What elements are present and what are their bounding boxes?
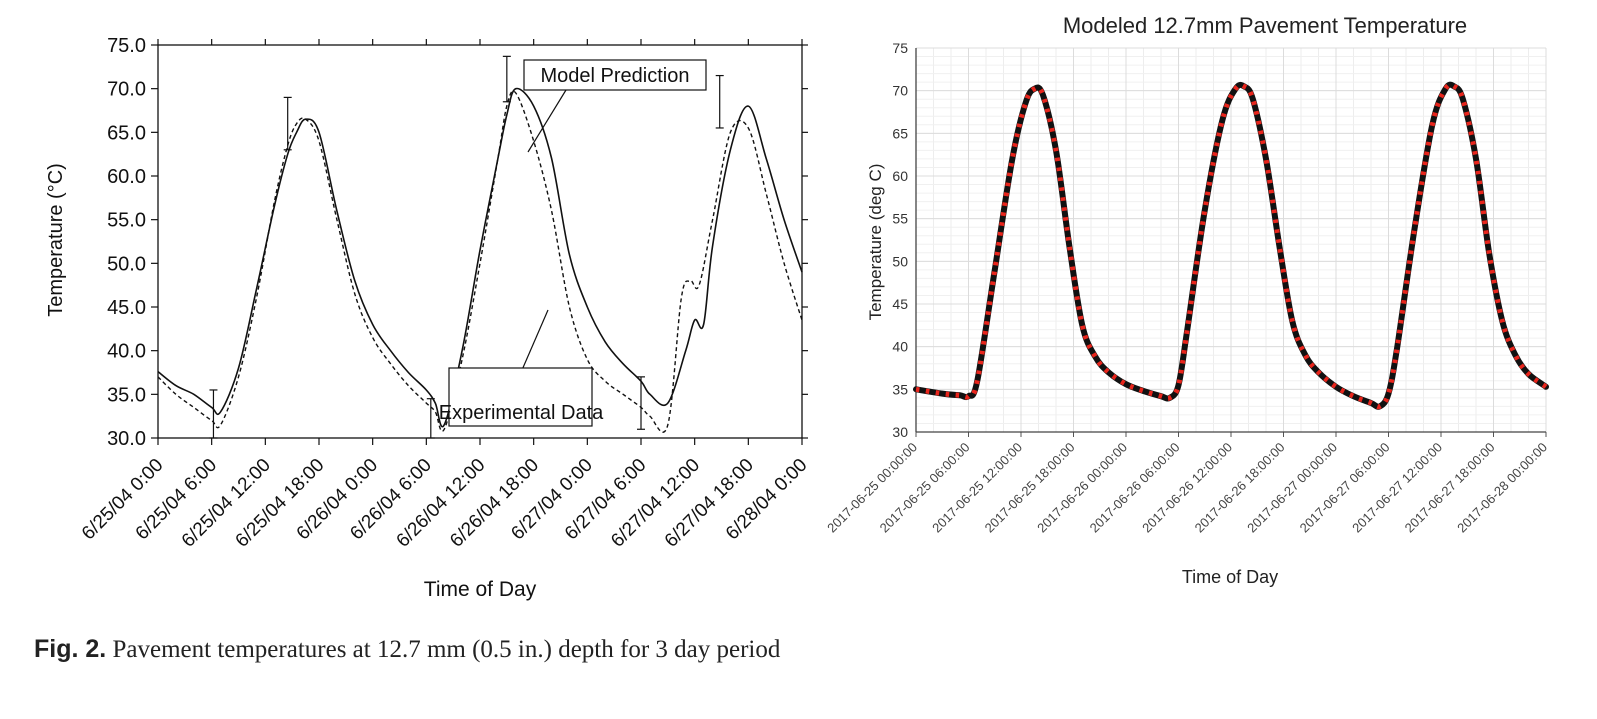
right-y-tick-label: 40	[892, 339, 908, 355]
left-axes: 30.0 35.0 40.0 45.0 50.0 55.0 60.0 65.0 70.0 75.0…	[78, 35, 812, 552]
right-y-tick-label: 45	[892, 296, 908, 312]
model-prediction-line	[157, 87, 803, 428]
right-x-tick-label: 2017-06-25 00:00:00	[824, 440, 920, 536]
right-y-tick-label: 50	[892, 253, 908, 269]
right-y-tick-label: 60	[892, 168, 908, 184]
right-x-tick-label: 2017-06-28 00:00:00	[1454, 440, 1550, 536]
right-y-tick-label: 70	[892, 83, 908, 99]
left-series	[157, 87, 803, 433]
left-y-tick-label: 55.0	[107, 210, 146, 232]
right-y-tick-label: 65	[892, 125, 908, 141]
experimental-data-box	[448, 367, 593, 427]
left-error-bars	[209, 55, 724, 439]
right-y-tick-label: 75	[892, 40, 908, 56]
right-x-tick-label: 2017-06-26 18:00:00	[1192, 440, 1288, 536]
right-x-tick-label: 2017-06-26 00:00:00	[1034, 440, 1130, 536]
left-y-tick-label: 30.0	[107, 428, 146, 450]
left-x-axis-label: Time of Day	[424, 578, 537, 601]
left-y-tick-label: 60.0	[107, 166, 146, 188]
right-x-tick-label: 2017-06-25 12:00:00	[929, 440, 1025, 536]
model-prediction-box	[523, 59, 707, 91]
right-y-tick-label: 35	[892, 381, 908, 397]
caption-text: Pavement temperatures at 12.7 mm (0.5 in…	[112, 636, 781, 663]
right-series	[913, 81, 1549, 410]
right-x-tick-label: 2017-06-26 12:00:00	[1139, 440, 1235, 536]
model-prediction-label: Model Prediction	[541, 65, 690, 87]
experimental-data-leader	[521, 309, 549, 371]
left-y-axis-label: Temperature (°C)	[45, 163, 67, 317]
experimental-data-label: Experimental Data	[439, 402, 604, 424]
right-chart: Modeled 12.7mm Pavement Temperature 30 35…	[824, 13, 1550, 587]
left-y-tick-label: 45.0	[107, 297, 146, 319]
right-y-axis-label: Temperature (deg C)	[866, 164, 885, 321]
modeled-temperature-line	[913, 81, 1549, 410]
right-chart-title: Modeled 12.7mm Pavement Temperature	[1063, 13, 1467, 38]
left-y-tick-label: 35.0	[107, 384, 146, 406]
left-y-tick-label: 70.0	[107, 79, 146, 101]
right-y-tick-label: 55	[892, 211, 908, 227]
left-y-tick-label: 75.0	[107, 35, 146, 57]
right-x-tick-label: 2017-06-25 18:00:00	[982, 440, 1078, 536]
right-x-tick-label: 2017-06-27 12:00:00	[1349, 440, 1445, 536]
right-y-tick-label: 30	[892, 424, 908, 440]
experimental-data-line	[157, 90, 803, 433]
right-x-tick-label: 2017-06-27 18:00:00	[1402, 440, 1498, 536]
left-y-tick-label: 40.0	[107, 341, 146, 363]
left-y-tick-label: 50.0	[107, 253, 146, 275]
right-x-tick-label: 2017-06-27 06:00:00	[1297, 440, 1393, 536]
right-x-tick-label: 2017-06-26 06:00:00	[1087, 440, 1183, 536]
right-x-axis-label: Time of Day	[1182, 567, 1278, 587]
left-chart: 30.0 35.0 40.0 45.0 50.0 55.0 60.0 65.0 70.0 75.0…	[45, 35, 812, 601]
model-prediction-leader	[527, 89, 567, 153]
left-annotations: Model Prediction Experimental Data	[439, 59, 707, 427]
right-x-tick-label: 2017-06-25 06:00:00	[877, 440, 973, 536]
caption-label: Fig. 2.	[34, 635, 107, 663]
right-x-tick-label: 2017-06-27 00:00:00	[1244, 440, 1340, 536]
figure-caption: Fig. 2. Pavement temperatures at 12.7 mm…	[34, 632, 834, 667]
left-y-tick-label: 65.0	[107, 122, 146, 144]
